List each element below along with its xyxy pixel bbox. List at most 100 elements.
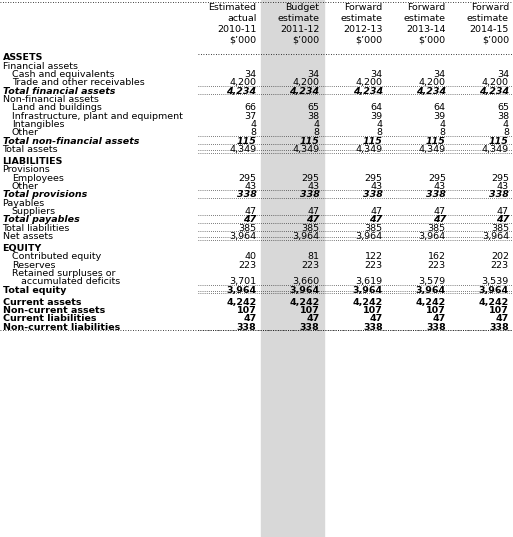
Text: 295: 295 (491, 173, 509, 183)
Text: 338: 338 (489, 323, 509, 332)
Text: 4,200: 4,200 (419, 78, 446, 88)
Text: 385: 385 (428, 223, 446, 233)
Text: 223: 223 (365, 260, 383, 270)
Text: 4: 4 (503, 120, 509, 129)
Text: 4,242: 4,242 (226, 297, 256, 307)
Text: 4,234: 4,234 (226, 86, 256, 96)
Text: 385: 385 (239, 223, 256, 233)
Text: 64: 64 (434, 103, 446, 112)
Text: Land and buildings: Land and buildings (12, 103, 102, 112)
Text: 4,242: 4,242 (416, 297, 446, 307)
Text: 34: 34 (370, 70, 383, 79)
Text: 4,200: 4,200 (356, 78, 383, 88)
Text: 3,964: 3,964 (416, 286, 446, 295)
Text: 47: 47 (369, 314, 383, 323)
Text: 4,349: 4,349 (356, 145, 383, 154)
Text: 3,619: 3,619 (356, 277, 383, 286)
Text: Estimated
actual
2010-11
$’000: Estimated actual 2010-11 $’000 (208, 3, 256, 45)
Text: 4,349: 4,349 (482, 145, 509, 154)
Text: 3,964: 3,964 (289, 286, 320, 295)
Text: 338: 338 (237, 323, 256, 332)
Text: Current liabilities: Current liabilities (3, 314, 96, 323)
Text: 223: 223 (428, 260, 446, 270)
Text: Total payables: Total payables (3, 215, 80, 224)
Text: 4,234: 4,234 (416, 86, 446, 96)
Text: 66: 66 (245, 103, 256, 112)
Text: Total equity: Total equity (3, 286, 66, 295)
Text: Trade and other receivables: Trade and other receivables (12, 78, 145, 88)
Text: Total financial assets: Total financial assets (3, 86, 115, 96)
Text: 3,964: 3,964 (226, 286, 256, 295)
Text: Other: Other (12, 128, 39, 137)
Text: 47: 47 (371, 207, 383, 216)
Text: 47: 47 (243, 215, 256, 224)
Text: 115: 115 (489, 136, 509, 146)
Text: 40: 40 (245, 252, 256, 262)
Text: 47: 47 (306, 215, 320, 224)
Text: 3,964: 3,964 (292, 232, 320, 241)
Text: 162: 162 (428, 252, 446, 262)
Text: 8: 8 (313, 128, 320, 137)
Text: Total non-financial assets: Total non-financial assets (3, 136, 139, 146)
Text: 43: 43 (497, 182, 509, 191)
Text: 107: 107 (363, 306, 383, 315)
Text: 3,964: 3,964 (352, 286, 383, 295)
Text: 107: 107 (426, 306, 446, 315)
Text: 385: 385 (491, 223, 509, 233)
Text: 65: 65 (497, 103, 509, 112)
Text: 4,234: 4,234 (352, 86, 383, 96)
Text: 3,579: 3,579 (419, 277, 446, 286)
Text: Financial assets: Financial assets (3, 62, 77, 71)
Text: 4,200: 4,200 (229, 78, 256, 88)
Text: Forward
estimate
2013-14
$’000: Forward estimate 2013-14 $’000 (404, 3, 446, 45)
Text: 34: 34 (307, 70, 320, 79)
Text: Reserves: Reserves (12, 260, 55, 270)
Text: 295: 295 (428, 173, 446, 183)
Text: 3,964: 3,964 (229, 232, 256, 241)
Text: Non-financial assets: Non-financial assets (3, 95, 98, 104)
Text: Forward
estimate
2014-15
$’000: Forward estimate 2014-15 $’000 (467, 3, 509, 45)
Text: 39: 39 (370, 112, 383, 121)
Text: 47: 47 (434, 207, 446, 216)
Text: 338: 338 (236, 190, 256, 199)
Text: EQUITY: EQUITY (3, 244, 42, 253)
Text: 338: 338 (489, 190, 509, 199)
Text: 47: 47 (496, 215, 509, 224)
Text: 43: 43 (433, 182, 446, 191)
Text: 295: 295 (302, 173, 320, 183)
Text: 4: 4 (313, 120, 320, 129)
Text: 47: 47 (308, 207, 320, 216)
Text: 4,234: 4,234 (479, 86, 509, 96)
Text: 47: 47 (497, 207, 509, 216)
Text: Employees: Employees (12, 173, 64, 183)
Text: 4: 4 (377, 120, 383, 129)
Text: Non-current liabilities: Non-current liabilities (3, 323, 120, 332)
Text: accumulated deficits: accumulated deficits (12, 277, 120, 286)
Text: 3,964: 3,964 (419, 232, 446, 241)
Text: Forward
estimate
2012-13
$’000: Forward estimate 2012-13 $’000 (341, 3, 383, 45)
Text: 43: 43 (244, 182, 256, 191)
Bar (261, 0, 324, 537)
Text: LIABILITIES: LIABILITIES (3, 157, 63, 166)
Text: Retained surpluses or: Retained surpluses or (12, 269, 115, 278)
Text: Current assets: Current assets (3, 297, 81, 307)
Text: 338: 338 (363, 190, 383, 199)
Text: 338: 338 (426, 323, 446, 332)
Text: 338: 338 (300, 190, 320, 199)
Text: 3,964: 3,964 (482, 232, 509, 241)
Text: 3,539: 3,539 (482, 277, 509, 286)
Text: 43: 43 (307, 182, 320, 191)
Text: 64: 64 (371, 103, 383, 112)
Text: Cash and equivalents: Cash and equivalents (12, 70, 114, 79)
Text: 47: 47 (432, 314, 446, 323)
Text: 39: 39 (433, 112, 446, 121)
Text: Other: Other (12, 182, 39, 191)
Text: Payables: Payables (3, 199, 45, 208)
Text: 202: 202 (491, 252, 509, 262)
Text: Infrastructure, plant and equipment: Infrastructure, plant and equipment (12, 112, 183, 121)
Text: 8: 8 (440, 128, 446, 137)
Text: 47: 47 (432, 215, 446, 224)
Text: 115: 115 (363, 136, 383, 146)
Text: Contributed equity: Contributed equity (12, 252, 101, 262)
Text: 81: 81 (308, 252, 320, 262)
